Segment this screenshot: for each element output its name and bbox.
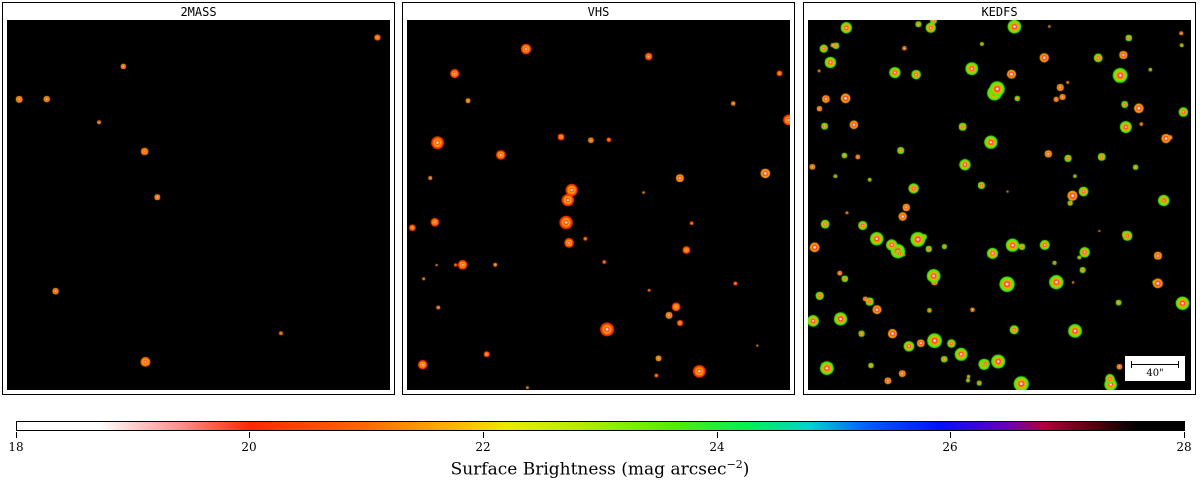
colorbar-tick	[950, 432, 951, 438]
scale-bar: 40"	[1124, 355, 1186, 382]
panel-title: VHS	[587, 5, 610, 19]
scale-bar-end	[1131, 361, 1132, 368]
panel-2mass: 2MASS	[2, 2, 395, 395]
colorbar-tick-label: 26	[942, 440, 958, 454]
colorbar-tick	[16, 432, 17, 438]
panel-title: 2MASS	[180, 5, 217, 19]
colorbar-tick	[1184, 432, 1185, 438]
colorbar-tick-label: 24	[709, 440, 725, 454]
colorbar-tick-label: 20	[241, 440, 257, 454]
colorbar	[16, 421, 1185, 431]
colorbar-tick	[483, 432, 484, 438]
panel-vhs: VHS	[402, 2, 795, 395]
scale-bar-end	[1178, 361, 1179, 368]
colorbar-label-text: Surface Brightness (mag arcsec	[450, 459, 727, 480]
colorbar-tick-label: 18	[8, 440, 24, 454]
colorbar-label-exponent: −2	[726, 458, 743, 471]
galaxy-image-2mass	[7, 20, 390, 390]
colorbar-label-close: )	[742, 459, 750, 480]
colorbar-axis-label: Surface Brightness (mag arcsec−2)	[0, 458, 1200, 480]
scale-bar-label: 40"	[1146, 368, 1164, 379]
galaxy-image-vhs	[407, 20, 790, 390]
colorbar-tick-label: 22	[475, 440, 491, 454]
colorbar-tick-label: 28	[1176, 440, 1192, 454]
colorbar-tick	[249, 432, 250, 438]
panel-title: KEDFS	[981, 5, 1018, 19]
colorbar-tick	[717, 432, 718, 438]
galaxy-image-kedfs	[808, 20, 1191, 390]
scale-bar-line	[1131, 364, 1179, 365]
panel-kedfs: KEDFS	[803, 2, 1196, 395]
